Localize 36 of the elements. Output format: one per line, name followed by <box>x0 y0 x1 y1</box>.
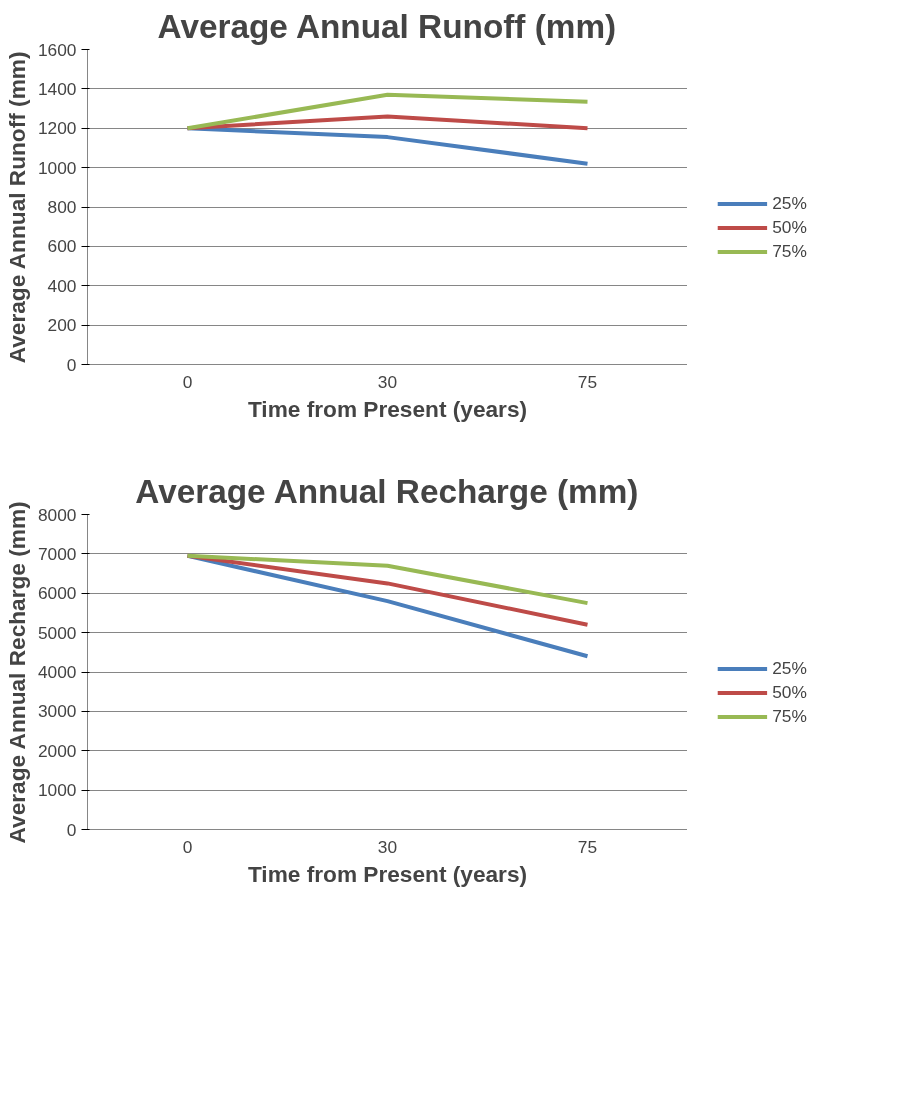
x-tick-label: 0 <box>182 371 193 392</box>
y-tick-label: 4000 <box>37 662 77 682</box>
y-tick-label: 200 <box>47 315 77 336</box>
y-tick-label: 6000 <box>37 583 77 604</box>
y-tick-label: 0 <box>66 819 77 840</box>
legend-label: 25% <box>772 657 807 679</box>
x-tick-label: 30 <box>377 836 398 857</box>
y-axis-title: Average Annual Runoff (mm) <box>3 51 30 364</box>
legend-label: 25% <box>772 192 807 214</box>
legend-label: 50% <box>772 681 807 703</box>
y-tick-label: 1200 <box>37 118 77 139</box>
y-tick-label: 1400 <box>37 78 77 99</box>
x-axis-title: Time from Present (years) <box>247 860 528 887</box>
y-tick-label: 800 <box>47 197 77 217</box>
y-tick-label: 1600 <box>37 39 77 60</box>
y-tick-label: 1000 <box>37 780 77 801</box>
y-tick-label: 5000 <box>37 622 77 643</box>
x-tick-label: 75 <box>577 836 598 857</box>
y-axis-title: Average Annual Recharge (mm) <box>3 501 30 844</box>
y-tick-label: 2000 <box>37 740 77 761</box>
y-tick-label: 3000 <box>37 701 77 722</box>
x-axis-title: Time from Present (years) <box>247 395 528 422</box>
x-tick-label: 30 <box>377 371 398 392</box>
x-tick-label: 0 <box>182 836 193 857</box>
chart-title: Average Annual Runoff (mm) <box>157 7 617 45</box>
legend-label: 75% <box>772 240 807 262</box>
y-tick-label: 400 <box>47 275 77 296</box>
y-tick-label: 600 <box>47 236 77 257</box>
x-tick-label: 75 <box>577 371 598 392</box>
y-tick-label: 0 <box>66 354 77 375</box>
y-tick-label: 7000 <box>37 543 77 564</box>
legend-label: 75% <box>772 705 807 727</box>
y-tick-label: 8000 <box>37 504 77 525</box>
chart-title: Average Annual Recharge (mm) <box>135 472 639 510</box>
y-tick-label: 1000 <box>37 157 77 178</box>
legend-label: 50% <box>772 216 807 238</box>
